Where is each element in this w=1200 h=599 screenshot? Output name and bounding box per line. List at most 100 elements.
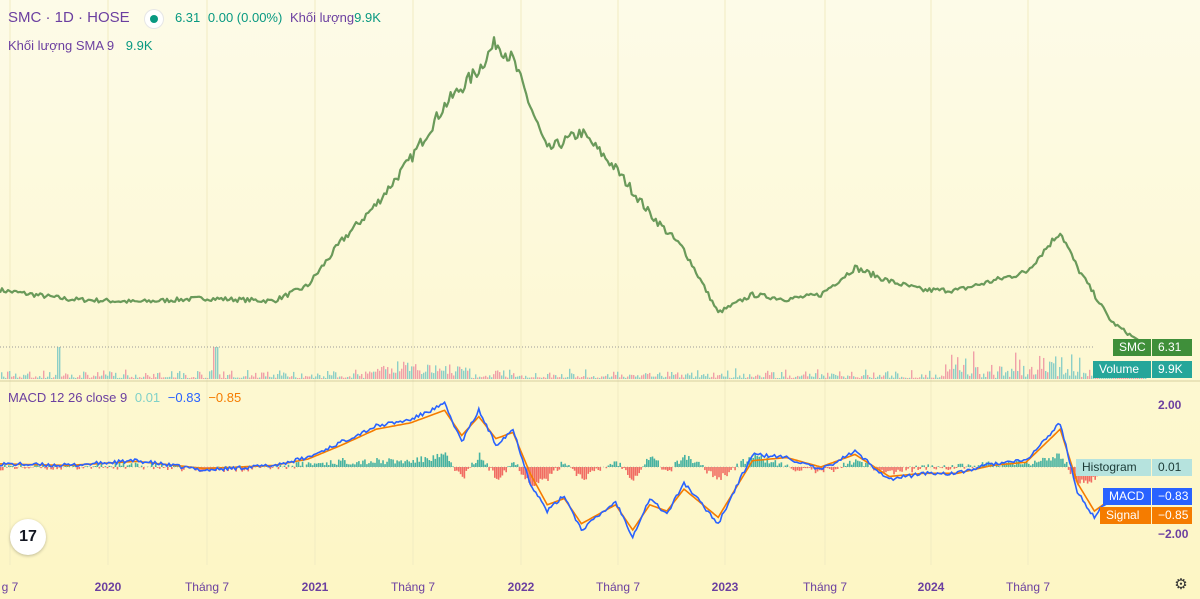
histogram-bar: [134, 462, 137, 467]
histogram-bar: [124, 467, 127, 469]
histogram-bar: [446, 455, 449, 467]
time-tick-label: Tháng 7: [803, 580, 847, 594]
volume-bar: [245, 376, 247, 379]
histogram-bar: [762, 459, 765, 467]
volume-bar: [305, 375, 307, 379]
volume-bar: [139, 377, 141, 379]
volume-bar: [995, 377, 997, 379]
histogram-bar: [140, 465, 143, 467]
macd-scale-bottom: −2.00: [1158, 527, 1189, 541]
volume-bar: [935, 374, 937, 379]
histogram-bar: [112, 467, 115, 469]
volume-bar: [669, 376, 671, 379]
histogram-bar: [579, 467, 582, 475]
volume-bar: [851, 371, 853, 379]
volume-bar: [1041, 368, 1043, 379]
time-axis[interactable]: g 7 2020 Tháng 7 2021 Tháng 7 2022 Tháng 7 2023…: [2, 580, 1051, 594]
histogram-bar: [490, 467, 492, 468]
histogram-bar: [94, 465, 97, 467]
volume-bar: [1089, 369, 1091, 379]
volume-bar: [519, 375, 521, 379]
volume-bar: [167, 377, 169, 379]
volume-bar: [77, 377, 79, 379]
histogram-bar: [352, 463, 354, 467]
histogram-bar: [861, 461, 863, 467]
volume-bar: [287, 376, 289, 379]
histogram-bar: [619, 462, 621, 467]
volume-bar: [671, 371, 673, 379]
histogram-bar: [518, 467, 521, 472]
volume-bar: [173, 377, 175, 379]
time-tick-label: 2022: [508, 580, 535, 594]
histogram-bar: [175, 465, 177, 467]
macd-legend[interactable]: MACD 12 26 close 9 0.01 −0.83 −0.85: [8, 390, 245, 405]
volume-bar: [847, 375, 849, 379]
histogram-bar: [416, 457, 419, 467]
volume-bar: [807, 376, 809, 379]
volume-bar: [307, 376, 309, 379]
volume-bar: [771, 372, 773, 379]
volume-bar: [505, 376, 507, 379]
volume-bar: [1031, 366, 1033, 379]
histogram-bar: [34, 465, 36, 467]
symbol-legend[interactable]: SMC · 1D · HOSE 6.31 0.00 (0.00%) Khối l…: [8, 9, 385, 28]
histogram-bar: [454, 467, 456, 471]
volume-bar: [705, 376, 707, 379]
volume-bar: [857, 377, 859, 379]
volume-bar: [145, 373, 147, 379]
volume-bar: [1011, 368, 1013, 379]
volume-bar: [329, 374, 331, 379]
histogram-bar: [90, 467, 93, 469]
volume-bar: [639, 377, 641, 379]
volume-bar: [859, 377, 861, 379]
volume-bar: [15, 373, 17, 379]
volume-bar: [1005, 372, 1007, 379]
volume-bar: [19, 376, 21, 379]
volume-bar: [533, 377, 535, 379]
histogram-bar: [24, 467, 26, 469]
volume-bar: [529, 377, 531, 379]
volume-bar: [373, 371, 375, 379]
settings-icon[interactable]: ⚙: [1174, 576, 1188, 593]
tradingview-logo-icon[interactable]: 17: [10, 519, 46, 555]
macd-legend-label: MACD 12 26 close 9: [8, 390, 128, 405]
histogram-bar: [810, 467, 813, 470]
volume-bar: [653, 376, 655, 379]
volume-bar: [465, 367, 467, 379]
histogram-bar: [638, 467, 640, 474]
sma-legend[interactable]: Khối lượng SMA 9 9.9K: [8, 38, 157, 53]
histogram-bar: [22, 467, 24, 468]
volume-bar: [853, 376, 855, 379]
histogram-bar: [225, 466, 227, 467]
histogram-bar: [722, 467, 724, 474]
volume-bar: [777, 377, 779, 379]
volume-bar: [659, 372, 661, 379]
histogram-bar: [311, 465, 314, 467]
histogram-bar: [342, 458, 344, 467]
volume-bar: [421, 374, 423, 379]
histogram-bar: [38, 466, 40, 467]
volume-bar: [487, 377, 489, 379]
volume-bar: [1081, 376, 1083, 379]
volume-bar: [697, 370, 699, 379]
histogram-bar: [390, 459, 392, 467]
histogram-bar: [798, 467, 801, 471]
symbol-title[interactable]: SMC · 1D · HOSE: [8, 9, 130, 26]
volume-bar: [415, 364, 417, 379]
volume-bar: [507, 377, 509, 379]
volume-bar: [817, 369, 819, 379]
volume-bar: [839, 371, 841, 379]
volume-bar: [707, 373, 709, 379]
volume-bar: [849, 376, 851, 379]
volume-bar: [239, 377, 241, 379]
histogram-bar: [14, 467, 16, 469]
histogram-bar: [742, 459, 744, 467]
histogram-bar: [915, 465, 917, 467]
volume-bar: [331, 375, 333, 379]
histogram-bar: [627, 467, 629, 475]
volume-bar: [279, 370, 281, 379]
histogram-bar: [961, 463, 964, 467]
volume-bar: [253, 376, 255, 379]
volume-bar: [749, 374, 751, 379]
